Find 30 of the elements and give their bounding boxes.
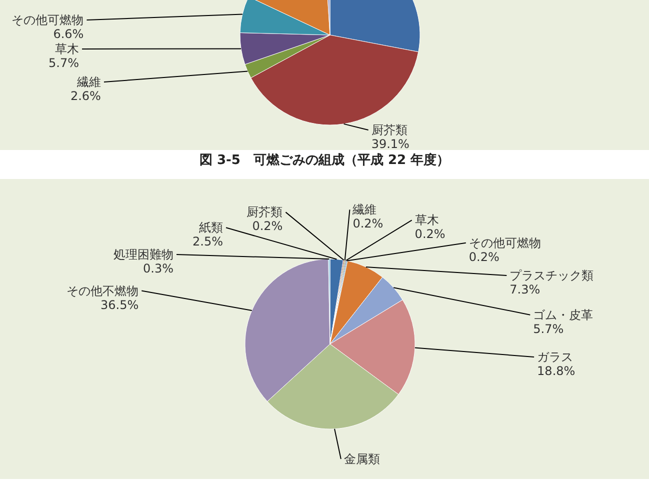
data-label: 39.1%	[371, 137, 410, 151]
slice-label: その他不燃物	[66, 284, 139, 298]
data-label: 2.5%	[192, 234, 224, 249]
slice-label: 繊維	[76, 74, 101, 89]
slice-label: 繊維	[352, 202, 377, 217]
data-label: 2.6%	[70, 88, 101, 103]
data-label: 36.5%	[100, 298, 139, 312]
slice-label: その他可燃物	[12, 13, 84, 27]
slice-label: 処理困難物	[114, 248, 174, 262]
data-label: 5.7%	[533, 322, 564, 336]
slice-label: ゴム・皮革	[533, 308, 594, 322]
slice-label: その他可燃物	[468, 236, 541, 250]
slice-label: プラスチック類	[510, 268, 594, 283]
slice-label: 金属類	[344, 452, 380, 466]
data-label: 7.3%	[510, 282, 540, 297]
data-label: 0.2%	[252, 219, 283, 234]
data-label: 0.2%	[414, 227, 446, 242]
slice-label: 厨芥類	[246, 205, 283, 220]
text: 図 3-5 可燃ごみの組成（平成 22 年度）	[199, 152, 450, 168]
data-label: 5.7%	[48, 56, 80, 70]
slice-label: 紙類	[199, 220, 224, 235]
data-label: 0.3%	[143, 262, 174, 276]
slice-label: 草木	[414, 213, 439, 228]
data-label: 0.2%	[352, 216, 384, 231]
data-label: 6.6%	[53, 27, 84, 41]
slice-label: ガラス	[537, 350, 574, 364]
data-label: 0.2%	[468, 250, 500, 264]
slice-label: 草木	[55, 42, 80, 56]
slice-label: 厨芥類	[371, 123, 408, 137]
data-label: 18.8%	[537, 364, 576, 378]
